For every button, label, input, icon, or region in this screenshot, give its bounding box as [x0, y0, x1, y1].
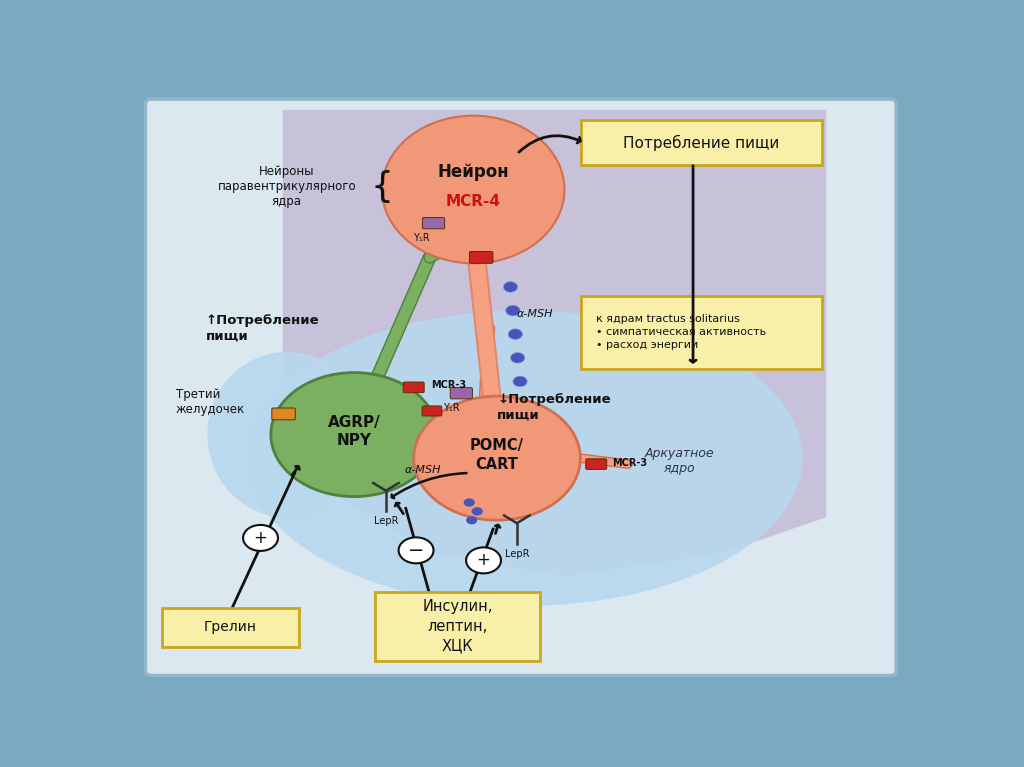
Text: Потребление пищи: Потребление пищи — [623, 135, 779, 151]
FancyBboxPatch shape — [422, 406, 441, 416]
Text: к ядрам tractus solitarius
• симпатическая активность
• расход энергии: к ядрам tractus solitarius • симпатическ… — [596, 314, 766, 350]
Circle shape — [398, 538, 433, 563]
Ellipse shape — [207, 352, 367, 517]
Text: Инсулин,
лептин,
ХЦК: Инсулин, лептин, ХЦК — [422, 599, 493, 653]
Circle shape — [466, 548, 501, 574]
Circle shape — [508, 329, 522, 340]
Text: Нейрон: Нейрон — [437, 163, 509, 181]
Ellipse shape — [247, 311, 803, 606]
FancyBboxPatch shape — [582, 120, 821, 165]
Ellipse shape — [382, 116, 564, 263]
Text: AGRP/
NPY: AGRP/ NPY — [328, 415, 381, 449]
Text: Аркуатное
ядро: Аркуатное ядро — [645, 447, 715, 476]
Ellipse shape — [414, 397, 581, 520]
Circle shape — [513, 376, 527, 387]
Text: ↑Потребление
пищи: ↑Потребление пищи — [206, 314, 319, 342]
Circle shape — [243, 525, 278, 551]
Circle shape — [464, 499, 475, 507]
FancyBboxPatch shape — [451, 387, 472, 399]
FancyBboxPatch shape — [145, 99, 896, 676]
Text: α-MSH: α-MSH — [517, 308, 553, 318]
Circle shape — [506, 305, 520, 316]
Text: ↓Потребление
пищи: ↓Потребление пищи — [497, 393, 610, 421]
Text: MCR-3: MCR-3 — [612, 458, 647, 468]
Text: MCR-3: MCR-3 — [431, 380, 466, 390]
Text: Y₁R: Y₁R — [443, 403, 460, 413]
Text: POMC/
CART: POMC/ CART — [470, 439, 524, 472]
Text: LepR: LepR — [505, 548, 529, 558]
FancyBboxPatch shape — [162, 607, 299, 647]
Text: Грелин: Грелин — [204, 620, 257, 634]
FancyBboxPatch shape — [403, 382, 424, 393]
Circle shape — [511, 353, 524, 363]
Text: Третий
желудочек: Третий желудочек — [176, 388, 245, 416]
FancyBboxPatch shape — [586, 459, 606, 469]
Circle shape — [466, 516, 477, 525]
Polygon shape — [283, 110, 826, 576]
FancyBboxPatch shape — [469, 252, 493, 263]
Ellipse shape — [270, 373, 437, 496]
FancyBboxPatch shape — [582, 296, 821, 369]
Text: Y₁R: Y₁R — [414, 232, 430, 242]
Text: +: + — [476, 551, 490, 569]
FancyBboxPatch shape — [423, 218, 444, 229]
Text: {: { — [371, 170, 393, 203]
FancyBboxPatch shape — [375, 591, 540, 661]
Text: −: − — [408, 541, 424, 560]
Text: LepR: LepR — [374, 516, 398, 526]
Text: α-MSH: α-MSH — [404, 465, 440, 475]
Circle shape — [472, 507, 482, 515]
FancyBboxPatch shape — [271, 408, 295, 420]
Text: +: + — [254, 529, 267, 547]
Text: MCR-4: MCR-4 — [445, 194, 501, 209]
Circle shape — [504, 281, 518, 292]
Text: Нейроны
паравентрикулярного
ядра: Нейроны паравентрикулярного ядра — [217, 165, 356, 208]
